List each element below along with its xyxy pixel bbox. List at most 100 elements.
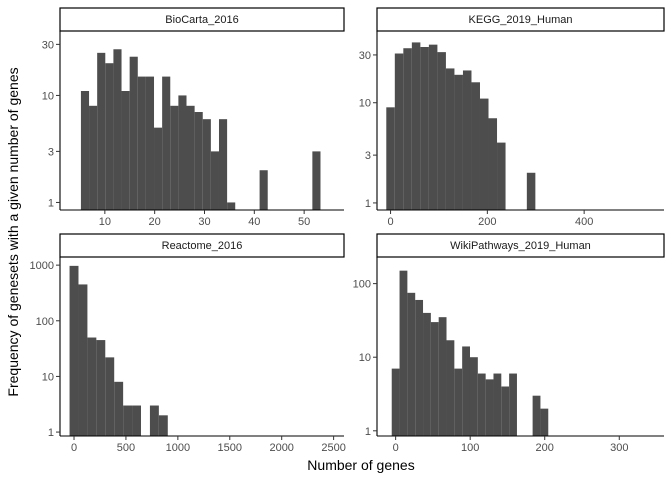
histogram-bar [411,42,421,210]
histogram-bar [479,98,489,210]
histogram-bar [113,49,122,211]
panel-strip [59,233,345,258]
y-tick-label: 10 [359,98,371,110]
x-tick-label: 10 [99,216,111,228]
y-tick-label: 3 [365,150,371,162]
histogram-bar [501,386,510,436]
histogram-bar [399,270,408,436]
histogram-bar [540,408,549,436]
x-axis-title: Number of genes [307,457,414,473]
x-tick-label: 500 [117,442,135,454]
histogram-bar [423,312,431,436]
histogram-bar [145,76,155,210]
x-tick-label: 0 [387,216,393,228]
histogram-bar [218,119,228,210]
histogram-bar [259,170,268,210]
histogram-bar [312,151,321,210]
y-tick-label: 10 [42,90,54,102]
panel-3: Reactome_2016 0 500 1000 1500 2000 2500 1 10 100 1… [30,233,346,454]
histogram-bar [97,52,106,211]
y-tick-label: 1 [48,427,54,439]
x-tick-label: 200 [536,442,554,454]
x-tick-label: 200 [478,216,496,228]
panel-strip [376,233,665,258]
histogram-bar [162,76,171,210]
y-tick-label: 1000 [30,260,54,272]
histogram-bar [462,70,472,210]
histogram-bar [87,337,97,436]
x-tick-label: 1500 [218,442,242,454]
panel-4: WikiPathways_2019_Human 0 100 200 300 1 10 100 [353,233,665,454]
histogram-bar [526,172,536,210]
x-tick-label: 100 [461,442,479,454]
panel-title: BioCarta_2016 [165,14,238,26]
histogram-bar [105,357,115,436]
histogram-bar [415,299,424,436]
histogram-bar [438,317,447,436]
histogram-bar [210,151,219,210]
histogram-bar [89,105,98,210]
y-tick-label: 1 [365,426,371,438]
panel-strip [59,7,345,32]
histogram-bar [202,119,211,210]
x-tick-label: 1000 [166,442,190,454]
x-tick-label: 300 [610,442,628,454]
y-axis-title: Frequency of genesets with a given numbe… [5,67,21,396]
x-tick-label: 400 [575,216,593,228]
histogram-bar [69,265,79,436]
histogram-bar [532,395,541,436]
histogram-bar [446,340,455,436]
histogram-bar [469,357,478,436]
histogram-bar [493,373,502,436]
histogram-bar [149,405,159,436]
histogram-bar [428,44,438,211]
panel-1: BioCarta_2016 10 20 30 40 50 1 3 10 30 [42,7,345,228]
panel-2: KEGG_2019_Human 0 200 400 1 3 10 30 [359,7,665,228]
histogram-bar [121,91,130,210]
histogram-bar [407,292,416,436]
histogram-bar [178,95,187,210]
y-tick-label: 10 [42,371,54,383]
y-tick-label: 100 [36,316,54,328]
y-tick-label: 10 [359,352,371,364]
histogram-bar [96,340,106,436]
x-tick-label: 20 [149,216,161,228]
histogram-bar [445,68,455,210]
histogram-bar [394,53,404,210]
panel-title: WikiPathways_2019_Human [450,240,591,252]
histogram-bar [105,63,114,210]
histogram-bar [471,82,480,210]
histogram-bar [170,105,179,210]
histogram-bar [430,322,439,436]
histogram-bar [477,373,486,436]
panel-title: Reactome_2016 [162,240,243,252]
x-tick-label: 50 [298,216,310,228]
histogram-bar [509,373,517,436]
y-tick-label: 1 [365,198,371,210]
x-tick-label: 40 [248,216,260,228]
y-tick-label: 30 [42,39,54,51]
histogram-bar [488,118,498,210]
histogram-bar [114,381,124,436]
histogram-bar [194,112,203,210]
histogram-bar [497,142,506,210]
histogram-bar [80,91,90,210]
y-tick-label: 1 [48,197,54,209]
x-tick-label: 0 [71,442,77,454]
histogram-bar [78,284,88,436]
histogram-bar [420,47,429,211]
panel-strip [376,7,665,32]
histogram-bar [454,74,463,211]
histogram-bar [158,415,168,436]
histogram-bar [403,48,412,210]
y-tick-label: 3 [48,146,54,158]
histogram-bar [129,56,138,210]
histogram-bar [227,202,236,210]
histogram-bar [462,346,470,436]
x-tick-label: 2000 [269,442,293,454]
x-tick-label: 30 [198,216,210,228]
histogram-bar [437,52,446,211]
histogram-bar [454,368,463,436]
